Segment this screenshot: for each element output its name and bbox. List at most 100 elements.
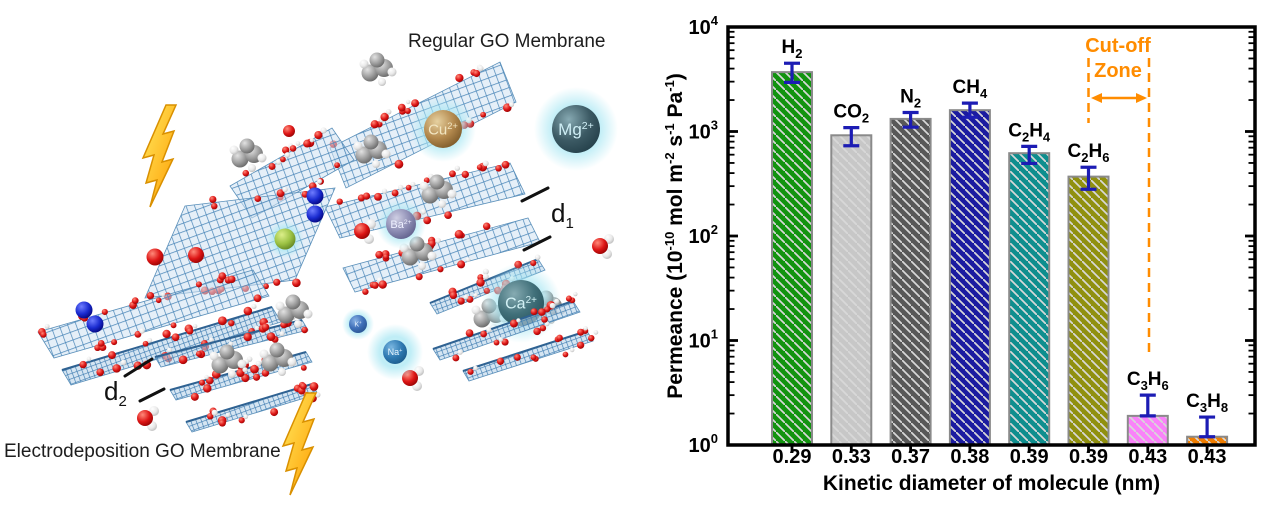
oxygen-atom <box>171 333 180 342</box>
hydrogen-atom <box>410 181 416 187</box>
hydrogen-atom <box>166 347 172 353</box>
hydrogen-atom <box>486 327 492 333</box>
oxygen-atom <box>211 202 218 210</box>
oxygen-atom <box>97 340 105 347</box>
d2-spacing-label: d2 <box>104 357 166 410</box>
oxygen-atom <box>186 327 194 335</box>
hydrogen-atom <box>473 292 478 298</box>
x-tick-label: 0.39 <box>1010 446 1049 468</box>
hydrogen-atom <box>242 367 248 373</box>
plot-frame <box>726 25 1257 447</box>
hydrogen-atom <box>454 165 460 171</box>
hydrogen-atom <box>573 291 578 297</box>
svg-text:d2: d2 <box>104 376 127 410</box>
hydrogen-atom <box>208 337 214 343</box>
oxygen-atom <box>270 408 279 417</box>
oxygen-atom <box>301 326 308 334</box>
ion-label: Na+ <box>388 347 403 357</box>
hydrogen-atom <box>544 321 550 327</box>
oxygen-atom <box>241 373 250 383</box>
ion-ba: Ba2+ <box>376 199 426 249</box>
hydrogen-atom <box>139 328 145 334</box>
hydrocarbon-molecule <box>259 342 297 376</box>
gas-label-CH4: CH4 <box>953 77 988 101</box>
oxygen-atom <box>155 297 162 304</box>
oxygen-atom <box>146 291 155 300</box>
oxygen-atom <box>94 344 101 352</box>
error-bar-C3H6 <box>1139 393 1156 418</box>
oxygen-atom <box>496 357 505 365</box>
oxygen-atom <box>513 353 521 361</box>
hydrogen-atom <box>463 294 469 300</box>
oxygen-atom <box>405 184 412 191</box>
oxygen-atom <box>289 145 297 152</box>
oxygen-atom <box>112 364 121 373</box>
hydrogen-atom <box>317 178 322 184</box>
oxygen-atom <box>378 280 387 289</box>
x-tick-label: 0.37 <box>891 446 930 468</box>
ion-cu: Cu2+ <box>410 96 476 162</box>
oxygen-atom <box>449 170 456 178</box>
oxygen-atom <box>538 308 546 316</box>
hydrogen-atom <box>225 412 231 418</box>
gas-label-C3H6: C3H6 <box>1127 369 1169 393</box>
hydrocarbon-molecule <box>229 138 267 172</box>
x-tick-label: 0.33 <box>832 446 871 468</box>
nitrogen-molecule <box>306 187 324 223</box>
permeance-bar-chart: H2 CO2 N2 CH4 C2H4 C2H6 C3H6 C3H8 100 101 102 103 10… <box>689 13 1257 468</box>
hydrogen-atom <box>243 414 249 420</box>
oxygen-atom <box>263 283 269 290</box>
hydrocarbon-molecule <box>209 344 247 378</box>
hydrogen-atom <box>86 356 92 362</box>
oxygen-atom <box>243 332 252 342</box>
hydrogen-atom <box>160 292 166 297</box>
oxygen-atom <box>250 364 259 374</box>
oxygen-atom <box>449 291 458 300</box>
oxygen-atom <box>577 341 585 349</box>
oxygen-atom <box>336 198 343 205</box>
d1-spacing-label: d1 <box>520 186 574 252</box>
oxygen-atom <box>178 355 188 365</box>
oxygen-atom <box>276 189 285 198</box>
oxygen-atom <box>195 350 202 357</box>
oxygen-atom <box>501 338 509 346</box>
oxygen-atom <box>292 278 301 288</box>
ion-mg: Mg2+ <box>534 87 618 171</box>
hydrogen-atom <box>284 152 291 158</box>
hydrocarbon-molecule <box>353 134 391 168</box>
oxygen-atom <box>303 139 312 148</box>
hydrogen-atom <box>549 302 556 309</box>
y-tick-label: 100 <box>689 431 718 457</box>
oxygen-atom <box>415 273 423 281</box>
error-bar-C2H6 <box>1080 165 1097 191</box>
hydrogen-atom <box>465 257 471 263</box>
oxygen-atom <box>228 319 235 327</box>
oxygen-atom <box>467 368 474 375</box>
hydrocarbon-molecule <box>359 52 397 86</box>
oxygen-atom <box>455 73 464 83</box>
oxygen-atom <box>238 417 245 424</box>
oxygen-atom <box>533 327 541 336</box>
hydrogen-atom <box>554 298 560 304</box>
error-bar-C3H8 <box>1199 415 1216 439</box>
oxygen-atom <box>493 339 500 346</box>
hydrogen-atom <box>147 337 153 343</box>
bar-H2 <box>771 71 813 446</box>
x-tick-label: 0.43 <box>1188 446 1227 468</box>
oxygen-atom <box>252 373 261 381</box>
svg-text:d1: d1 <box>551 198 574 232</box>
go-sheet <box>185 381 321 433</box>
oxygen-atom <box>501 160 510 169</box>
oxygen-atom <box>539 324 547 332</box>
oxygen-atom <box>261 369 270 377</box>
oxygen-atom <box>466 296 474 303</box>
bar-C2H4 <box>1008 152 1051 446</box>
hydrogen-atom <box>534 254 541 261</box>
oxygen-atom <box>397 103 406 112</box>
hydrogen-atom <box>435 237 441 244</box>
membrane-illustration: Cu2+ Mg2+ Ba2+ Ca2+ Na+ K+ d1 d2 <box>37 52 618 496</box>
oxygen-atom <box>476 278 485 287</box>
oxygen-atom <box>541 316 548 323</box>
oxygen-atom <box>375 250 384 259</box>
